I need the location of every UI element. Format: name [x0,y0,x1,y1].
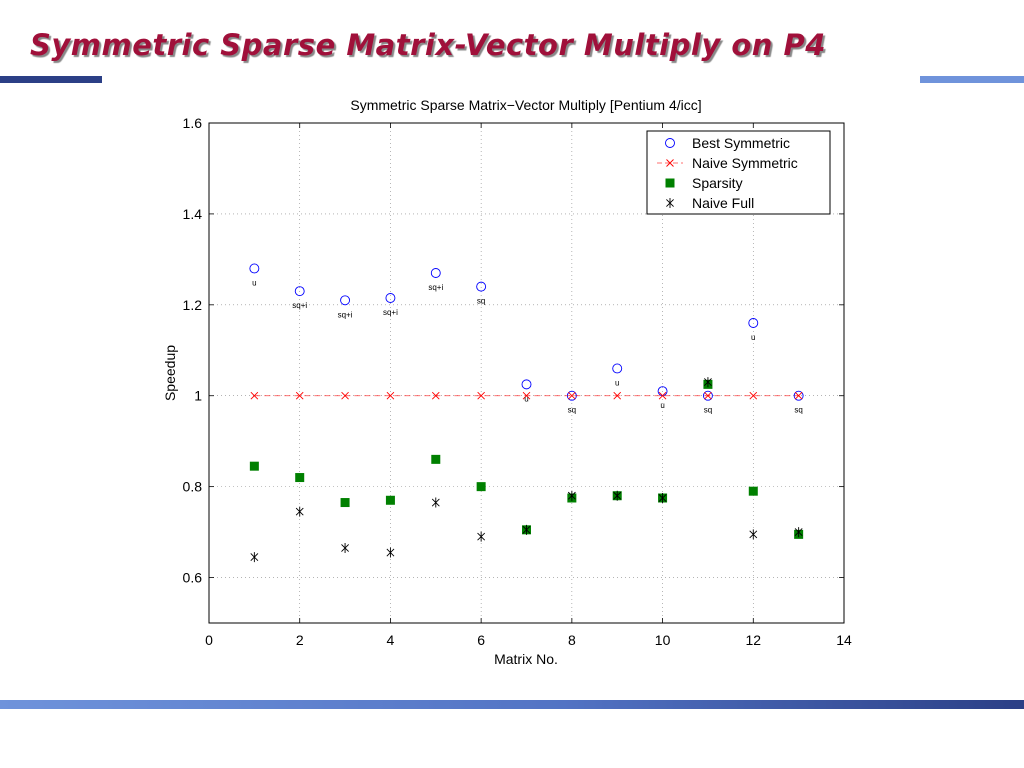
naive-symmetric-point [613,391,622,400]
best-symmetric-point [612,363,623,374]
x-tick-label: 0 [205,632,213,648]
legend-sparsity-marker [665,178,675,188]
sparsity-point [385,495,395,505]
legend-sparsity-label: Sparsity [692,175,743,191]
variant-label: u [524,394,528,403]
y-tick-label: 0.8 [183,479,203,495]
variant-label: sq+i [428,283,443,292]
chart-title: Symmetric Sparse Matrix−Vector Multiply … [350,97,701,113]
naive-symmetric-point [431,391,440,400]
variant-label: sq [568,406,576,415]
best-symmetric-point [793,390,804,401]
legend-naive-full-label: Naive Full [692,195,754,211]
naive-full-point [522,524,531,535]
legend: Best Symmetric Naive Symmetric Sparsity Nai… [646,130,831,215]
y-tick-label: 1.2 [183,297,203,313]
naive-full-point [567,490,576,501]
y-tick-label: 1.4 [183,206,203,222]
y-axis-label: Speedup [162,345,178,401]
naive-symmetric-point [704,391,712,400]
naive-full-point [431,497,440,508]
plot-frame [208,122,845,624]
best-symmetric-point [702,390,713,401]
annotation-layer: u sq+i sq+i sq+i sq+i sq u sq u u sq u sq [252,278,803,414]
best-symmetric-point [294,286,305,297]
x-tick-label: 2 [296,632,304,648]
x-tick-label: 8 [568,632,576,648]
x-axis-label: Matrix No. [494,651,558,667]
best-symmetric-point [340,295,351,306]
x-tick-label: 10 [655,632,671,648]
naive-symmetric-point [794,391,803,400]
sparsity-point [748,486,758,496]
naive-full-point [341,543,349,553]
y-tick-label: 0.6 [183,570,203,586]
naive-symmetric-point [295,391,304,400]
sparsity-point [476,482,486,492]
best-symmetric-point [249,263,260,274]
naive-full-point [794,527,803,538]
variant-label: sq [704,406,712,415]
variant-label: sq+i [338,310,353,319]
title-rule-left [0,76,102,83]
y-tick-label: 1 [194,388,202,404]
naive-symmetric-point [658,391,667,400]
naive-symmetric-point [749,391,758,400]
naive-full-point [613,490,622,501]
x-tick-label: 6 [477,632,485,648]
slide-title: Symmetric Sparse Matrix-Vector Multiply … [30,28,826,62]
naive-full-point [749,529,758,540]
variant-label: sq [477,297,485,306]
x-tick-label: 12 [745,632,761,648]
sparsity-point [249,461,259,471]
naive-symmetric-point [386,391,395,400]
variant-label: u [751,333,755,342]
naive-symmetric-point [341,391,349,400]
legend-entries: Best Symmetric Naive Symmetric Sparsity Nai… [657,135,798,211]
best-symmetric-point [476,281,487,292]
speedup-chart: Symmetric Sparse Matrix−Vector Multiply … [162,97,852,667]
naive-symmetric-point [250,391,259,400]
naive-symmetric-point [568,391,576,400]
variant-label: u [252,278,256,287]
data-layer [249,263,804,563]
best-symmetric-point [385,293,396,303]
variant-label: u [660,401,664,410]
sparsity-point [340,498,350,508]
x-tick-label: 14 [836,632,852,648]
naive-full-point [704,377,712,388]
legend-naive-symmetric-label: Naive Symmetric [692,155,798,171]
sparsity-point [431,454,441,464]
variant-label: sq [794,406,802,415]
y-tick-label: 1.6 [183,115,203,131]
naive-symmetric-point [477,391,485,400]
legend-best-symmetric-marker [665,138,675,148]
naive-full-point [477,531,486,542]
legend-naive-symmetric-marker [666,159,674,167]
naive-symmetric-point [522,391,531,400]
best-symmetric-point [430,268,441,278]
legend-best-symmetric-label: Best Symmetric [692,135,790,151]
variant-label: sq+i [383,308,398,317]
naive-full-point [386,547,395,558]
naive-full-point [658,493,667,503]
legend-naive-full-marker [666,198,674,208]
best-symmetric-point [748,318,759,328]
x-tick-label: 4 [387,632,395,648]
variant-label: u [615,378,619,387]
sparsity-point [295,473,305,483]
legend-box [646,130,831,215]
best-symmetric-point [521,379,532,390]
naive-full-point [250,552,259,563]
variant-label: sq+i [292,301,307,310]
title-rule-right [920,76,1024,83]
footer-band [0,700,1024,709]
naive-full-point [295,506,304,517]
